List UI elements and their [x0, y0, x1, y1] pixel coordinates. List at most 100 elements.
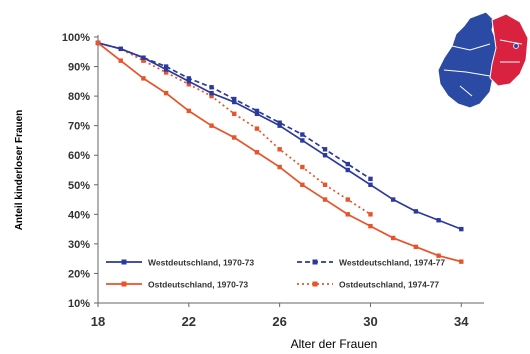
data-point — [118, 58, 123, 63]
y-tick-label: 10% — [68, 298, 90, 310]
data-point — [345, 212, 350, 217]
data-point — [345, 197, 350, 202]
germany-map — [437, 11, 529, 109]
data-point — [322, 197, 328, 202]
legend-marker — [121, 281, 127, 287]
state-border — [459, 85, 473, 97]
data-point — [95, 40, 101, 46]
y-tick-label: 70% — [68, 121, 90, 133]
legend-item: Ostdeutschland, 1970-73 — [106, 280, 248, 290]
y-tick-label: 30% — [68, 239, 90, 251]
data-point — [232, 99, 237, 105]
y-tick-label: 40% — [68, 209, 90, 221]
data-point — [368, 182, 373, 187]
x-axis-title: Alter der Frauen — [291, 337, 378, 351]
y-tick-label: 60% — [68, 150, 90, 162]
x-tick-label: 18 — [91, 314, 105, 329]
series-2 — [95, 40, 373, 182]
data-point — [254, 126, 260, 131]
data-point — [232, 111, 237, 117]
data-point — [300, 182, 305, 187]
data-point — [186, 108, 192, 114]
data-point — [300, 132, 305, 137]
y-tick-label: 50% — [68, 180, 90, 192]
state-border — [499, 39, 523, 45]
data-point — [209, 90, 214, 96]
data-point — [300, 138, 305, 143]
data-point — [390, 235, 396, 241]
data-point — [390, 197, 396, 202]
series-line — [97, 42, 462, 263]
state-border — [443, 69, 491, 77]
axes: 10% 20% 30% 40% 50% 60% 70% 80% 90% 100% 18 22 26 30 3… — [14, 32, 484, 351]
data-point — [322, 153, 328, 158]
data-point — [186, 76, 192, 81]
legend-item: Westdeutschland, 1974-77 — [297, 258, 445, 268]
data-point — [345, 167, 350, 173]
data-point — [345, 161, 350, 167]
state-border — [451, 43, 491, 51]
series-layer — [95, 40, 464, 264]
data-point — [163, 67, 169, 72]
x-tick-label: 30 — [363, 314, 377, 329]
data-point — [186, 79, 192, 84]
data-point — [459, 259, 464, 264]
data-point — [186, 82, 192, 87]
data-point — [141, 55, 146, 60]
data-point — [141, 76, 146, 81]
data-point — [254, 150, 260, 155]
y-tick-label: 90% — [68, 62, 90, 74]
data-point — [368, 176, 373, 182]
y-tick-label: 100% — [62, 32, 90, 44]
y-tick-label: 20% — [68, 268, 90, 280]
data-point — [141, 58, 146, 63]
data-point — [277, 123, 282, 128]
data-point — [368, 223, 373, 229]
x-tick-label: 22 — [182, 314, 196, 329]
data-point — [322, 147, 328, 152]
data-point — [118, 46, 123, 52]
data-point — [436, 253, 441, 258]
data-point — [436, 218, 441, 223]
series-3 — [95, 40, 464, 264]
series-4 — [95, 40, 373, 217]
y-axis-title: Anteil kinderloser Frauen — [14, 110, 25, 231]
data-point — [277, 147, 282, 152]
data-point — [232, 96, 237, 102]
data-point — [277, 164, 282, 170]
series-line — [97, 42, 462, 230]
legend-label: Ostdeutschland, 1970-73 — [148, 280, 248, 290]
data-point — [209, 93, 214, 99]
series-line — [97, 42, 371, 216]
data-point — [163, 70, 169, 75]
data-point — [163, 90, 169, 96]
data-point — [300, 164, 305, 170]
y-tick-label: 80% — [68, 91, 90, 103]
legend-label: Westdeutschland, 1974-77 — [339, 258, 445, 268]
berlin-marker — [513, 43, 519, 49]
data-point — [277, 120, 282, 125]
x-tick-label: 26 — [272, 314, 286, 329]
data-point — [413, 209, 419, 214]
data-point — [413, 244, 419, 250]
data-point — [254, 108, 260, 114]
series-1 — [95, 40, 464, 232]
legend-label: Ostdeutschland, 1974-77 — [339, 280, 439, 290]
data-point — [368, 212, 373, 217]
legend-marker — [312, 259, 318, 265]
legend-marker — [312, 281, 318, 287]
legend-item: Westdeutschland, 1970-73 — [106, 258, 254, 268]
data-point — [254, 111, 260, 117]
legend-item: Ostdeutschland, 1974-77 — [297, 280, 439, 290]
legend: Westdeutschland, 1970-73 Westdeutschland,… — [106, 258, 445, 290]
east-germany-region — [489, 13, 529, 87]
x-tick-label: 34 — [454, 314, 469, 329]
data-point — [163, 64, 169, 69]
legend-marker — [121, 259, 127, 265]
data-point — [209, 123, 214, 128]
legend-label: Westdeutschland, 1970-73 — [148, 258, 254, 268]
data-point — [232, 135, 237, 140]
data-point — [209, 85, 214, 90]
data-point — [459, 226, 464, 232]
